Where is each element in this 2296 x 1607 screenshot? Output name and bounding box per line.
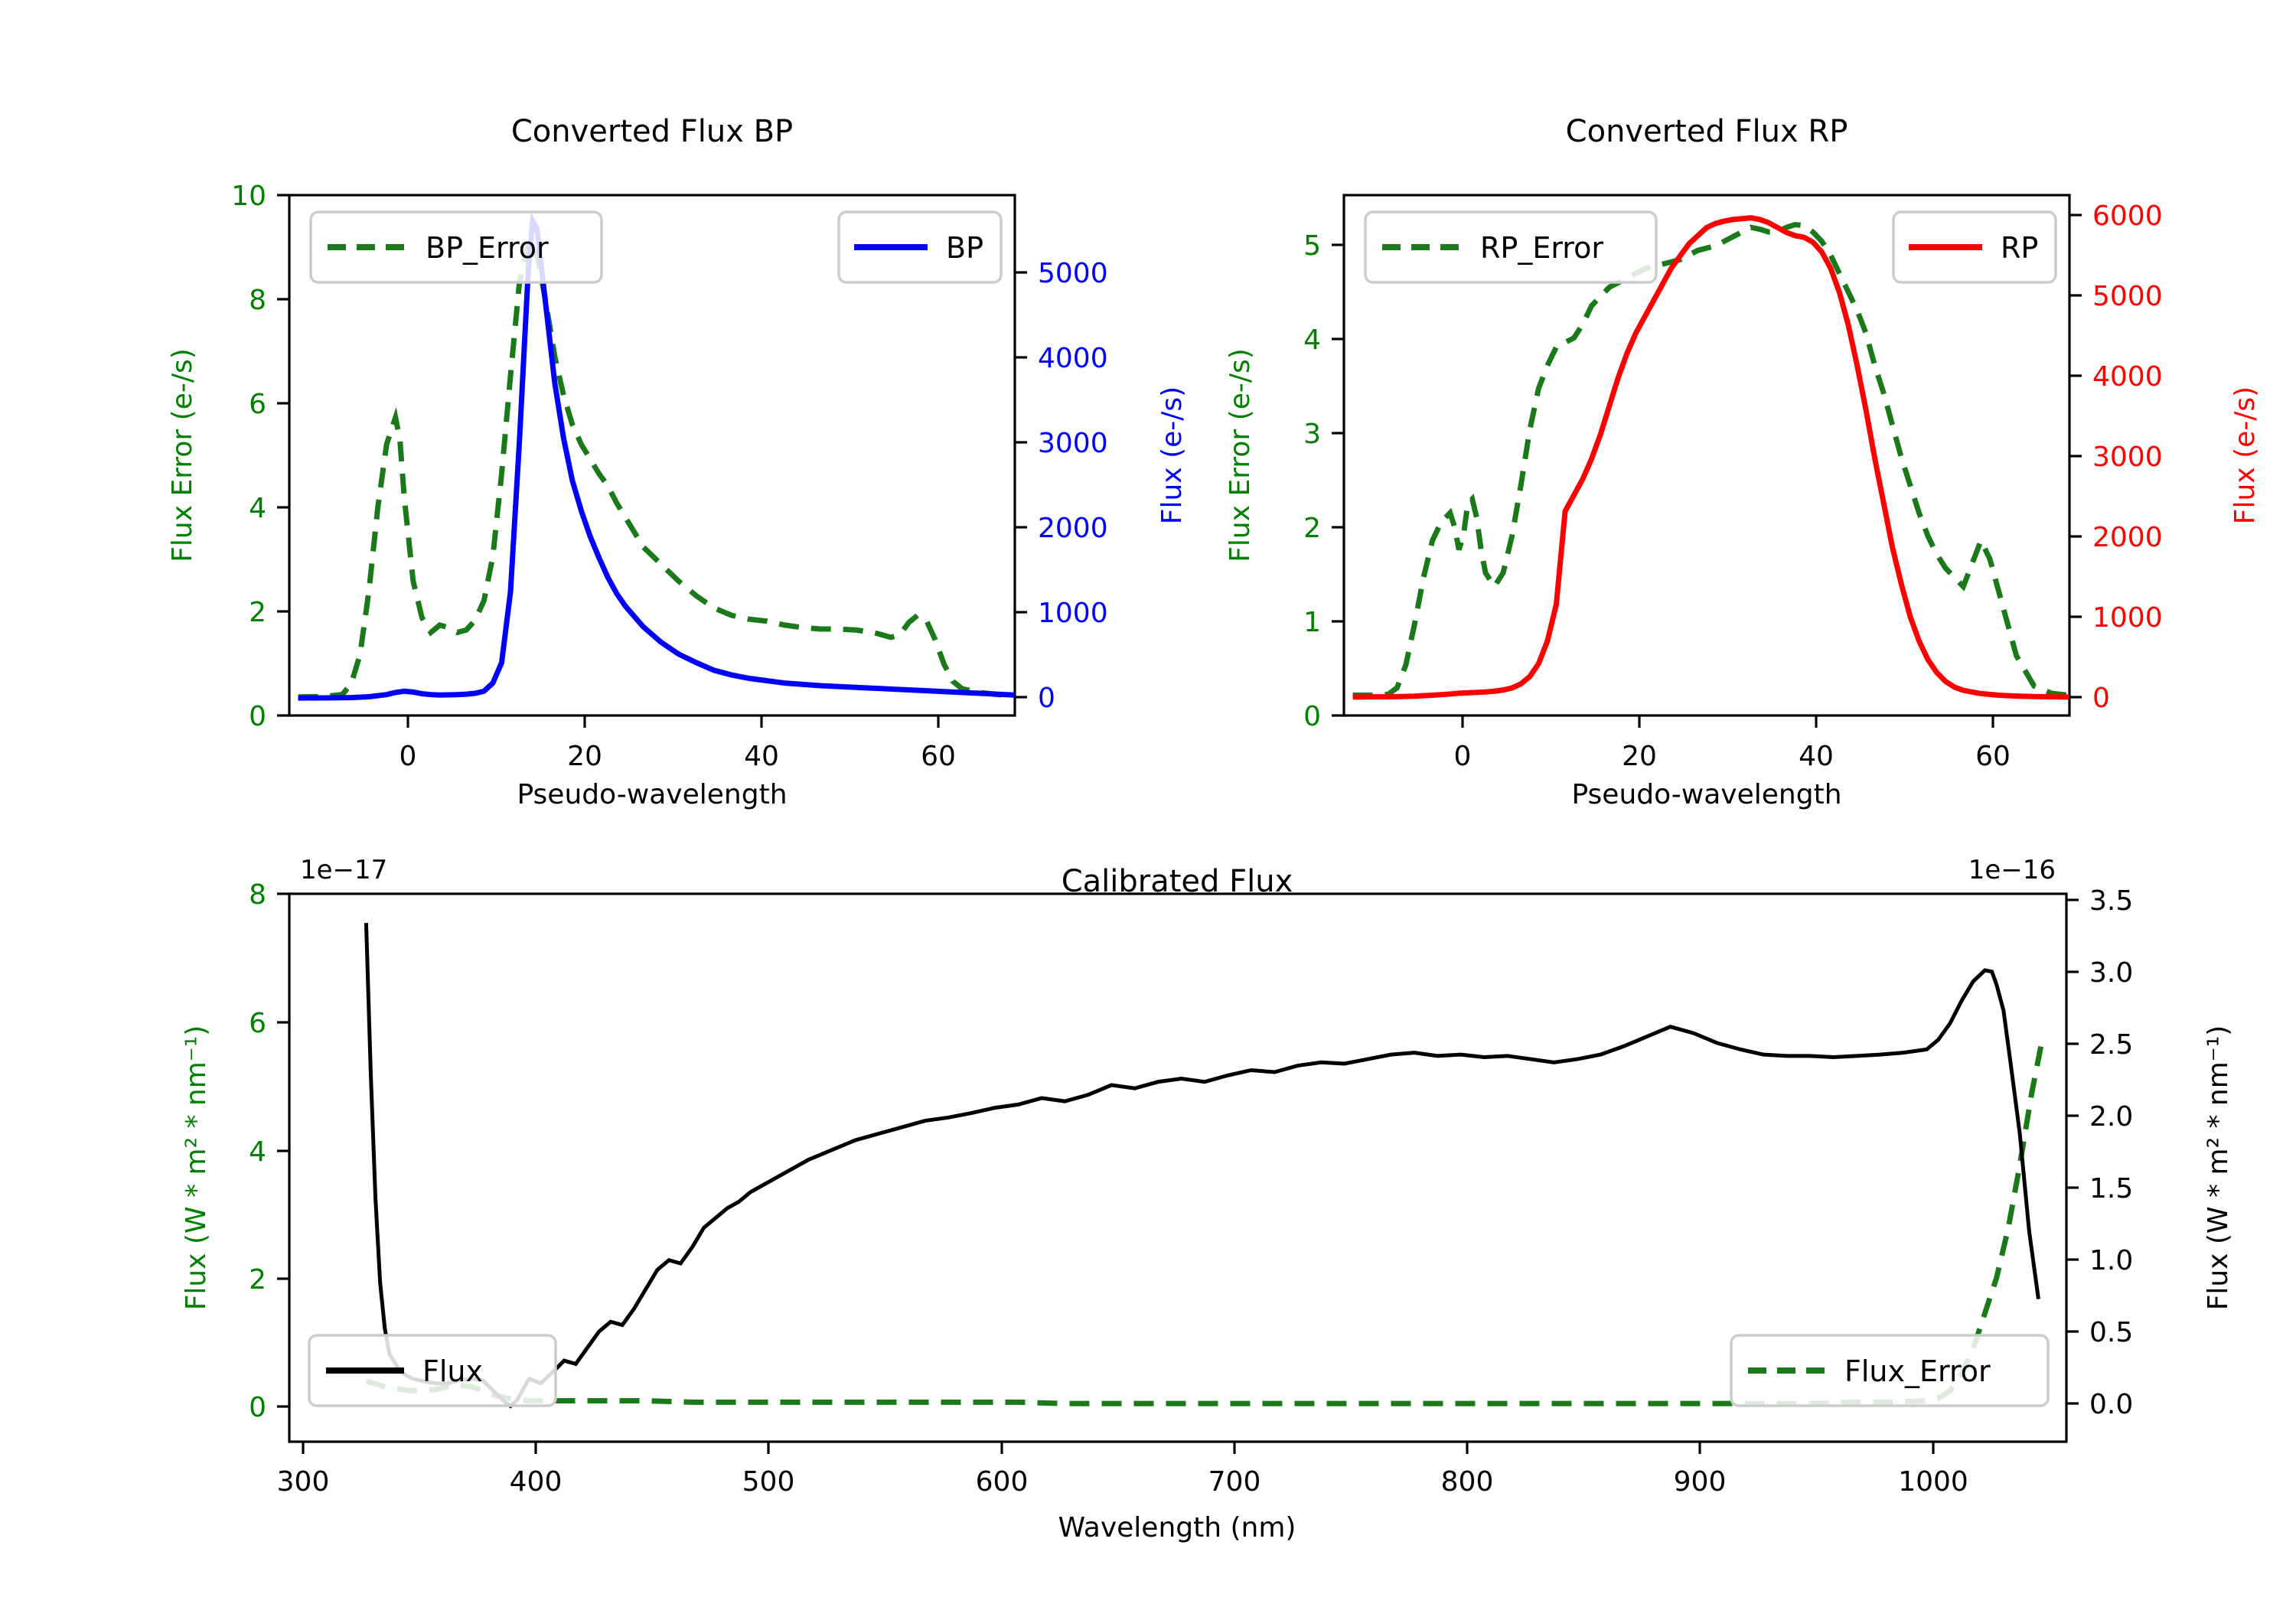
bp-axes-frame	[288, 194, 1016, 717]
calibrated-ylabel-right: Flux (W * m² * nm⁻¹)	[2203, 1025, 2234, 1311]
cal-ytick-right-30: 3.0	[2089, 957, 2133, 989]
panel-calibrated-flux: Calibrated Flux 1e−17 1e−16 0 2 4 6 8 Fl…	[0, 796, 2296, 1607]
bp-ytick-right-3000: 3000	[1038, 428, 1108, 459]
cal-ytick-left-2: 2	[249, 1264, 266, 1296]
rp-ytick-left-2: 2	[1303, 513, 1321, 544]
rp-yaxis-left: 0 1 2 3 4 5	[1303, 230, 1344, 732]
cal-ytick-left-4: 4	[249, 1136, 266, 1168]
bp-legend-error[interactable]: BP_Error	[309, 210, 603, 284]
bp-xlabel: Pseudo-wavelength	[517, 779, 787, 810]
rp-ytick-right-2000: 2000	[2092, 522, 2163, 553]
rp-ylabel-right: Flux (e-/s)	[2229, 386, 2261, 524]
cal-ytick-right-20: 2.0	[2089, 1101, 2133, 1133]
bp-xaxis: 0 20 40 60	[400, 715, 956, 772]
calibrated-xlabel: Wavelength (nm)	[1058, 1512, 1296, 1543]
rp-xtick-0: 0	[1454, 741, 1472, 772]
bp-ytick-left-4: 4	[249, 493, 266, 524]
rp-ytick-left-4: 4	[1303, 324, 1321, 356]
rp-ytick-left-1: 1	[1303, 607, 1321, 638]
rp-yaxis-right: 0 1000 2000 3000 4000 5000 6000	[2069, 200, 2163, 714]
bp-ytick-right-0: 0	[1038, 683, 1055, 714]
rp-error-curve	[1352, 221, 2069, 699]
cal-ytick-left-8: 8	[249, 879, 266, 911]
cal-ytick-right-05: 0.5	[2089, 1317, 2133, 1348]
cal-ytick-right-0: 0.0	[2089, 1389, 2133, 1420]
cal-ytick-right-10: 1.0	[2089, 1245, 2133, 1276]
bp-ytick-left-8: 8	[249, 285, 266, 316]
rp-legend-error[interactable]: RP_Error	[1364, 210, 1658, 284]
calibrated-left-offset: 1e−17	[300, 855, 387, 885]
bp-flux-curve	[298, 211, 1014, 701]
bp-error-curve	[298, 237, 1014, 700]
panel-converted-flux-bp: Converted Flux BP 0 2 4 6 8 10 Flux Erro…	[0, 0, 1225, 811]
rp-legend-rp[interactable]: RP	[1892, 210, 2057, 284]
cal-ytick-right-15: 1.5	[2089, 1173, 2133, 1204]
bp-yaxis-left: 0 2 4 6 8 10	[231, 181, 289, 732]
calibrated-ylabel-left: Flux (W * m² * nm⁻¹)	[181, 1025, 212, 1311]
calibrated-flux-curve	[364, 923, 2040, 1409]
rp-ytick-right-3000: 3000	[2092, 442, 2163, 473]
rp-xtick-40: 40	[1799, 741, 1834, 772]
cal-ytick-right-25: 2.5	[2089, 1029, 2133, 1061]
calibrated-yaxis-left: 0 2 4 6 8	[249, 879, 289, 1423]
panel-converted-flux-rp: Converted Flux RP 0 1 2 3 4 5 Flux Error…	[1071, 0, 2296, 811]
bp-ytick-left-0: 0	[249, 701, 266, 732]
cal-xtick-300: 300	[277, 1466, 330, 1498]
rp-ytick-left-5: 5	[1303, 230, 1321, 262]
bp-yaxis-right: 0 1000 2000 3000 4000 5000	[1015, 258, 1108, 714]
bp-title: Converted Flux BP	[511, 114, 793, 149]
bp-ytick-left-2: 2	[249, 597, 266, 628]
rp-ytick-right-6000: 6000	[2092, 200, 2163, 232]
rp-title: Converted Flux RP	[1566, 114, 1848, 149]
rp-ytick-left-3: 3	[1303, 419, 1321, 450]
cal-legend-flux-label: Flux	[422, 1354, 483, 1388]
bp-xtick-40: 40	[744, 741, 779, 772]
calibrated-legend-flux[interactable]: Flux	[308, 1334, 557, 1407]
rp-ylabel-left: Flux Error (e-/s)	[1225, 348, 1256, 562]
rp-xtick-60: 60	[1975, 741, 2011, 772]
calibrated-yaxis-right: 0.0 0.5 1.0 1.5 2.0 2.5 3.0 3.5	[2066, 885, 2133, 1420]
bp-xtick-60: 60	[921, 741, 956, 772]
bp-ytick-right-4000: 4000	[1038, 343, 1108, 374]
bp-ytick-left-6: 6	[249, 389, 266, 420]
calibrated-legend-flux-error[interactable]: Flux_Error	[1730, 1334, 2050, 1407]
rp-ytick-right-1000: 1000	[2092, 602, 2163, 634]
rp-legend-rp-label: RP	[2001, 231, 2038, 265]
rp-ytick-right-4000: 4000	[2092, 361, 2163, 393]
bp-ytick-right-2000: 2000	[1038, 513, 1108, 544]
rp-xlabel: Pseudo-wavelength	[1571, 779, 1841, 810]
bp-ytick-right-5000: 5000	[1038, 258, 1108, 289]
calibrated-xaxis: 300 400 500 600 700 800 900 1000	[277, 1442, 1968, 1498]
rp-ytick-right-5000: 5000	[2092, 281, 2163, 312]
bp-legend-error-label: BP_Error	[426, 231, 549, 265]
bp-legend-bp-label: BP	[946, 231, 983, 265]
calibrated-right-offset: 1e−16	[1968, 855, 2056, 885]
cal-ytick-left-0: 0	[249, 1392, 266, 1423]
calibrated-axes-frame	[288, 892, 2068, 1443]
rp-ytick-right-0: 0	[2092, 683, 2110, 714]
bp-ytick-right-1000: 1000	[1038, 598, 1108, 629]
rp-legend-error-label: RP_Error	[1480, 231, 1603, 265]
rp-xaxis: 0 20 40 60	[1454, 715, 2011, 772]
cal-ytick-right-35: 3.5	[2089, 885, 2133, 917]
bp-ytick-left-10: 10	[231, 181, 266, 212]
bp-ylabel-right: Flux (e-/s)	[1156, 386, 1188, 524]
bp-xtick-0: 0	[400, 741, 417, 772]
cal-xtick-600: 600	[976, 1466, 1029, 1498]
bp-xtick-20: 20	[567, 741, 602, 772]
rp-xtick-20: 20	[1622, 741, 1657, 772]
cal-xtick-800: 800	[1441, 1466, 1494, 1498]
cal-xtick-1000: 1000	[1898, 1466, 1968, 1498]
rp-flux-curve	[1352, 215, 2069, 700]
cal-legend-error-label: Flux_Error	[1844, 1354, 1991, 1388]
cal-ytick-left-6: 6	[249, 1008, 266, 1039]
cal-xtick-400: 400	[510, 1466, 563, 1498]
cal-xtick-900: 900	[1674, 1466, 1727, 1498]
bp-legend-bp[interactable]: BP	[837, 210, 1003, 284]
cal-xtick-700: 700	[1208, 1466, 1261, 1498]
cal-xtick-500: 500	[742, 1466, 795, 1498]
bp-ylabel-left: Flux Error (e-/s)	[167, 348, 198, 562]
rp-ytick-left-0: 0	[1303, 701, 1321, 732]
